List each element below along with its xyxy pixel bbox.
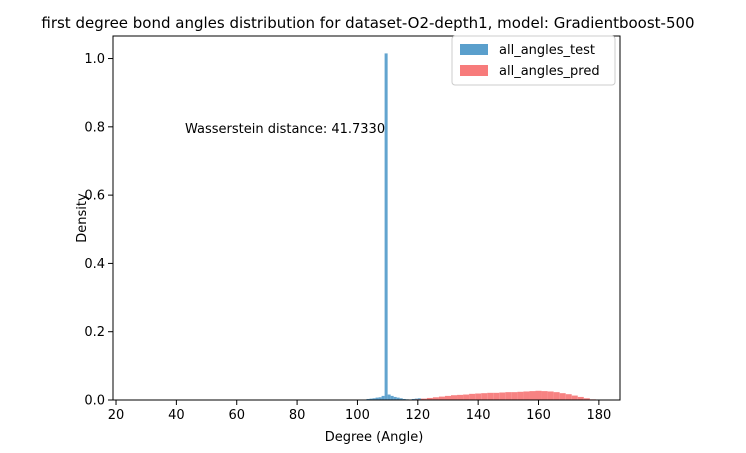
chart-title: first degree bond angles distribution fo…: [41, 14, 694, 32]
histogram-bar: [469, 393, 476, 400]
x-tick-label: 160: [526, 408, 551, 423]
x-tick-label: 120: [405, 408, 430, 423]
histogram-bar: [417, 398, 421, 400]
histogram-bar: [583, 398, 590, 400]
histogram-bar: [499, 392, 506, 400]
y-axis-ticks: 0.0 0.2 0.4 0.6 0.8 1.0: [84, 52, 113, 409]
histogram-bar: [414, 398, 418, 400]
histogram-bar: [541, 391, 548, 400]
x-axis-ticks: 20 40 60 80 100 120 140 160 180: [108, 400, 611, 423]
histogram-bar: [529, 391, 536, 400]
histogram-bar: [366, 398, 370, 400]
y-tick-label: 0.0: [84, 394, 105, 409]
histogram-bar: [481, 393, 488, 400]
histogram-bar: [396, 397, 400, 400]
histogram-bar: [547, 391, 554, 400]
plot-frame: [112, 35, 621, 401]
histogram-bar: [378, 397, 382, 400]
y-tick-label: 0.8: [84, 120, 105, 135]
x-tick-label: 80: [289, 408, 306, 423]
x-axis-label: Degree (Angle): [325, 430, 424, 445]
x-tick-label: 140: [466, 408, 491, 423]
histogram-bar: [387, 394, 391, 400]
histogram-bar: [475, 393, 482, 400]
x-tick-label: 60: [228, 408, 245, 423]
histogram-bar: [493, 392, 500, 400]
y-axis-label: Density: [75, 193, 90, 243]
histogram-bar: [463, 394, 470, 400]
series-all_angles_pred: [414, 390, 596, 400]
x-tick-label: 180: [586, 408, 611, 423]
histogram-bar: [553, 392, 560, 400]
legend-box: [451, 35, 616, 86]
histogram-bar: [411, 398, 415, 400]
histogram-bar: [432, 397, 439, 400]
histogram-bar: [517, 391, 524, 400]
y-tick-label: 1.0: [84, 52, 105, 67]
histogram-bar: [384, 53, 388, 400]
y-tick-label: 0.6: [84, 189, 105, 204]
histogram-bar: [390, 395, 394, 400]
legend-swatch-test: [460, 44, 488, 55]
histogram-bar: [565, 394, 572, 400]
histogram-bar: [511, 392, 518, 400]
legend-label-pred: all_angles_pred: [499, 64, 600, 79]
x-tick-label: 20: [108, 408, 125, 423]
histogram-bar: [571, 395, 578, 400]
histogram-bar: [399, 398, 403, 400]
histogram-bar: [402, 398, 406, 400]
histogram-bar: [559, 393, 566, 400]
series-all_angles_test: [366, 53, 424, 400]
histogram-bar: [420, 398, 427, 400]
histogram-bar: [372, 398, 376, 400]
histogram-bar: [444, 395, 451, 400]
bars-layer: [366, 53, 596, 400]
wasserstein-annotation: Wasserstein distance: 41.7330: [185, 122, 385, 137]
histogram-bar: [535, 390, 542, 400]
histogram-bar: [393, 396, 397, 400]
y-tick-label: 0.4: [84, 257, 105, 272]
histogram-bar: [451, 395, 458, 400]
histogram-bar: [438, 396, 445, 400]
legend-label-test: all_angles_test: [499, 43, 595, 58]
legend: all_angles_test all_angles_pred: [451, 35, 616, 86]
histogram-bar: [577, 396, 584, 400]
legend-swatch-pred: [460, 65, 488, 76]
histogram-bar: [375, 397, 379, 400]
histogram-bar: [426, 397, 433, 400]
x-tick-label: 100: [345, 408, 370, 423]
histogram-bar: [523, 391, 530, 400]
histogram-bar: [457, 394, 464, 400]
y-tick-label: 0.2: [84, 325, 105, 340]
histogram-bar: [487, 392, 494, 400]
histogram-bar: [369, 398, 373, 400]
histogram-bar: [381, 395, 385, 400]
x-tick-label: 40: [168, 408, 185, 423]
histogram-bar: [505, 392, 512, 400]
